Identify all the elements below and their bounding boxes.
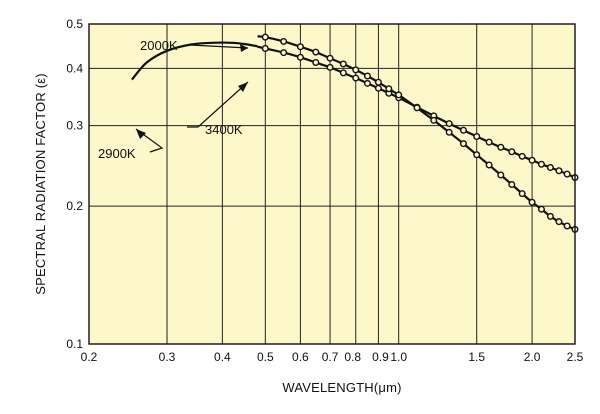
data-point-2000k xyxy=(497,171,505,179)
data-point-2000k xyxy=(413,104,421,112)
annotation-3400k-arrow xyxy=(187,81,249,128)
data-point-2000k xyxy=(563,222,571,230)
data-point-3400k xyxy=(296,53,304,61)
data-point-2000k xyxy=(528,198,536,206)
data-point-2000k xyxy=(537,205,545,213)
annotation-2900k-arrowhead xyxy=(136,129,146,139)
x-tick-label: 0.7 xyxy=(322,350,339,364)
data-point-2000k xyxy=(363,72,371,80)
annotation-3400k-label: 3400K xyxy=(205,122,243,137)
data-point-2000k xyxy=(430,116,438,124)
data-point-2000k xyxy=(296,43,304,51)
data-point-3400k xyxy=(473,132,481,140)
data-point-3400k xyxy=(326,63,334,71)
annotation-2000k-label: 2000K xyxy=(140,38,178,53)
annotation-2900k-label: 2900K xyxy=(98,146,136,161)
x-tick-label: 0.8 xyxy=(344,350,361,364)
data-point-3400k xyxy=(537,160,545,168)
data-point-2000k xyxy=(385,85,393,93)
data-point-3400k xyxy=(280,49,288,57)
data-point-2000k xyxy=(261,33,269,41)
data-point-2000k xyxy=(473,151,481,159)
y-tick-label: 0.2 xyxy=(66,199,83,213)
annotation-3400k: 3400K xyxy=(187,81,249,137)
x-tick-label: 2.5 xyxy=(567,350,584,364)
y-tick-label: 0.1 xyxy=(66,337,83,351)
y-axis-title: SPECTRAL RADIATION FACTOR (ε) xyxy=(33,73,48,295)
annotation-2000k-arrowhead xyxy=(240,44,248,52)
x-tick-label: 0.9 xyxy=(372,350,389,364)
data-point-2000k xyxy=(326,54,334,62)
x-tick-label: 0.4 xyxy=(214,350,231,364)
data-point-2000k xyxy=(352,66,360,74)
data-point-3400k xyxy=(485,138,493,146)
data-point-3400k xyxy=(528,156,536,164)
x-tick-label: 0.6 xyxy=(292,350,309,364)
data-point-2000k xyxy=(339,60,347,68)
annotation-2900k: 2900K xyxy=(98,128,164,161)
data-point-2000k xyxy=(280,37,288,45)
annotation-3400k-arrowhead xyxy=(238,82,248,92)
plot-frame xyxy=(88,23,576,345)
y-tick-label: 0.5 xyxy=(66,17,83,31)
data-point-2000k xyxy=(312,48,320,56)
data-point-3400k xyxy=(497,143,505,151)
x-tick-label: 0.5 xyxy=(257,350,274,364)
data-point-3400k xyxy=(261,45,269,53)
data-point-2000k xyxy=(445,128,453,136)
x-tick-label: 1.5 xyxy=(468,350,485,364)
tick-labels: 0.2 0.3 0.4 0.5 0.6 0.7 0.8 0.9 1.0 1.5 2.0 2.50.10… xyxy=(66,17,583,364)
data-point-2000k xyxy=(546,212,554,220)
series-line-2900k xyxy=(131,41,258,81)
data-point-3400k xyxy=(339,69,347,77)
y-tick-label: 0.4 xyxy=(66,61,83,75)
x-tick-label: 0.2 xyxy=(81,350,98,364)
data-point-3400k xyxy=(374,84,382,92)
data-point-3400k xyxy=(459,126,467,134)
data-point-3400k xyxy=(312,58,320,66)
data-point-2000k xyxy=(459,140,467,148)
x-tick-label: 1.0 xyxy=(390,350,407,364)
data-point-3400k xyxy=(352,74,360,82)
data-point-3400k xyxy=(445,120,453,128)
data-point-3400k xyxy=(555,167,563,175)
data-point-2000k xyxy=(555,218,563,226)
data-point-3400k xyxy=(363,79,371,87)
annotation-2000k-arrow xyxy=(189,44,249,49)
x-tick-label: 2.0 xyxy=(524,350,541,364)
data-point-2000k xyxy=(395,91,403,99)
annotation-2900k-arrow xyxy=(135,128,164,153)
x-tick-label: 0.3 xyxy=(159,350,176,364)
x-axis-title: WAVELENGTH(μm) xyxy=(282,380,401,395)
data-point-3400k xyxy=(546,163,554,171)
data-point-3400k xyxy=(518,152,526,160)
y-tick-label: 0.3 xyxy=(66,119,83,133)
data-point-3400k xyxy=(508,148,516,156)
data-point-3400k xyxy=(563,170,571,178)
data-point-2000k xyxy=(485,161,493,169)
data-point-2000k xyxy=(518,190,526,198)
data-point-2000k xyxy=(374,78,382,86)
annotations: 2000K 3400K 2900K xyxy=(98,38,249,161)
series-layer xyxy=(131,33,579,233)
plot-background xyxy=(89,24,575,344)
data-point-2000k xyxy=(508,181,516,189)
annotation-2000k: 2000K xyxy=(140,38,249,53)
